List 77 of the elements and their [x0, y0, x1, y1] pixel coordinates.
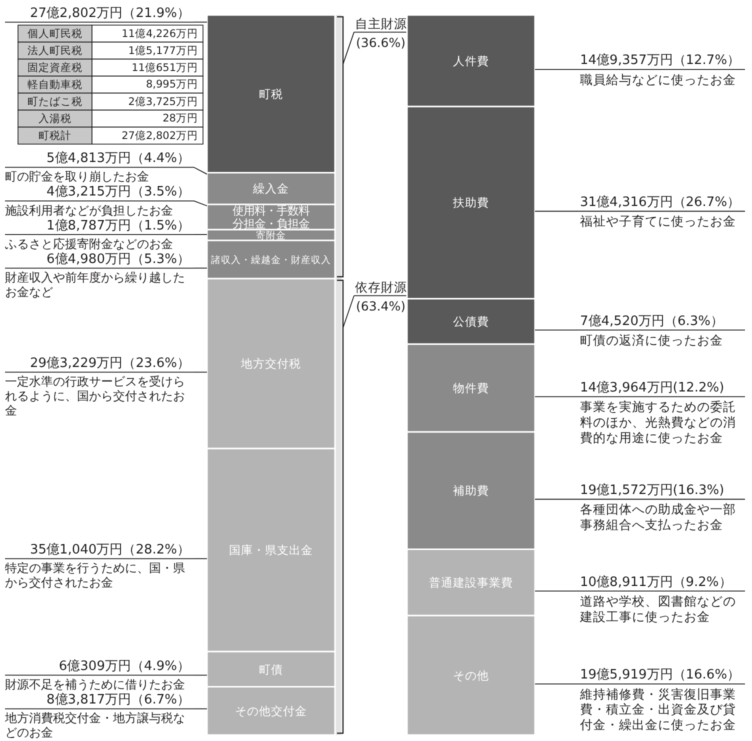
segment-name: 繰入金 [253, 182, 289, 196]
table-name: 固定資産税 [28, 62, 82, 74]
table-value: 1億5,177万円 [128, 45, 198, 58]
band-label: (36.6%) [356, 35, 406, 50]
value-label: 35億1,040万円（28.2%） [30, 542, 190, 558]
segment-name: その他 [453, 668, 489, 682]
table-name: 軽自動車税 [28, 79, 82, 92]
annotation: れるように、国から交付されたお [5, 388, 185, 403]
annotation: 財産収入や前年度から繰り越した [5, 270, 185, 285]
band-label: 依存財源 [355, 280, 407, 295]
value-label: 31億4,316万円（26.7%） [580, 195, 740, 210]
table-name: 法人町民税 [28, 45, 82, 58]
annotation: 町の貯金を取り崩したお金 [5, 170, 149, 184]
annotation: 費・積立金・出資金及び貸 [580, 702, 736, 717]
value-label: 27億2,802万円（21.9%） [30, 6, 190, 21]
annotation: 付金・繰出金に使ったお金 [580, 717, 736, 732]
annotation: 事業を実施するための委託 [580, 399, 736, 414]
table-value: 8,995万円 [146, 78, 198, 91]
segment-name: 町税 [259, 86, 283, 101]
value-label: 7億4,520万円（6.3%） [580, 314, 724, 329]
annotation: どのお金 [5, 726, 53, 740]
annotation: 料のほか、光熱費などの消 [580, 414, 736, 430]
segment-name: 町債 [259, 662, 283, 676]
annotation: 各種団体への助成金や一部 [580, 502, 736, 517]
value-label: 14億3,964万円(12.2%) [580, 380, 724, 396]
segment-name: 国庫・県支出金 [229, 543, 313, 558]
table-name: 町たばこ税 [28, 96, 82, 108]
segment-name: 物件費 [453, 381, 489, 396]
annotation: 道路や学校、図書館などの [580, 593, 736, 608]
segment-name: 扶助費 [453, 196, 489, 210]
segment-name: 公債費 [453, 314, 489, 328]
annotation: 町債の返済に使ったお金 [580, 332, 723, 348]
annotation: 金 [5, 403, 17, 418]
table-value: 11億651万円 [132, 62, 198, 74]
value-label: 8億3,817万円（6.7%） [46, 692, 190, 708]
band-label: (63.4%) [356, 298, 406, 314]
annotation: 施設利用者などが負担したお金 [5, 203, 173, 218]
segment-name: 地方交付税 [241, 356, 301, 371]
table-name: 入湯税 [38, 113, 72, 126]
value-label: 14億9,357万円（12.7%） [580, 53, 740, 68]
annotation: 費的な用途に使ったお金 [580, 430, 723, 445]
segment-name: 寄附金 [256, 230, 286, 242]
band-label: 自主財源 [355, 16, 407, 32]
annotation: 地方消費税交付金・地方譲与税な [5, 711, 185, 726]
segment-name: 補助費 [453, 484, 489, 498]
segment-name: 普通建設事業費 [429, 576, 513, 590]
segment-name: 人件費 [453, 54, 489, 68]
segment-name: 分担金・負担金 [232, 217, 310, 230]
annotation: ふるさと応援寄附金などのお金 [5, 236, 173, 251]
annotation: から交付されたお金 [5, 575, 113, 590]
segment-name: その他交付金 [235, 704, 307, 718]
table-value: 2億3,725万円 [128, 96, 198, 108]
annotation: 建設工事に使ったお金 [580, 608, 710, 624]
value-label: 6億4,980万円（5.3%） [46, 252, 190, 267]
segment-name: 諸収入・繰越金・財産収入 [211, 254, 331, 266]
annotation: 財源不足を補うために借りたお金 [5, 678, 185, 692]
value-label: 1億8,787万円（1.5%） [46, 218, 190, 234]
annotation: 維持補修費・災害復旧事業 [580, 686, 736, 702]
annotation: 一定水準の行政サービスを受けら [5, 374, 185, 389]
value-label: 29億3,229万円（23.6%） [30, 356, 190, 371]
value-label: 19億5,919万円（16.6%） [580, 668, 740, 683]
segment-name: 使用料・手数料 [232, 204, 310, 218]
table-name: 個人町民税 [28, 28, 82, 40]
value-label: 5億4,813万円（4.4%） [46, 151, 190, 166]
annotation: 福祉や子育てに使ったお金 [580, 214, 736, 229]
table-value: 28万円 [162, 112, 198, 125]
table-value: 27億2,802万円 [122, 130, 198, 142]
annotation: 職員給与などに使ったお金 [580, 72, 736, 87]
value-label: 6億309万円（4.9%） [58, 659, 190, 674]
table-value: 11億4,226万円 [122, 28, 198, 40]
annotation: お金など [5, 284, 53, 299]
table-name: 町税計 [38, 130, 72, 142]
value-label: 10億8,911万円（9.2%） [580, 574, 732, 590]
value-label: 19億1,572万円(16.3%) [580, 483, 724, 498]
annotation: 事務組合へ支払ったお金 [580, 517, 723, 532]
annotation: 特定の事業を行うために、国・県 [5, 561, 185, 576]
value-label: 4億3,215万円（3.5%） [46, 184, 190, 200]
